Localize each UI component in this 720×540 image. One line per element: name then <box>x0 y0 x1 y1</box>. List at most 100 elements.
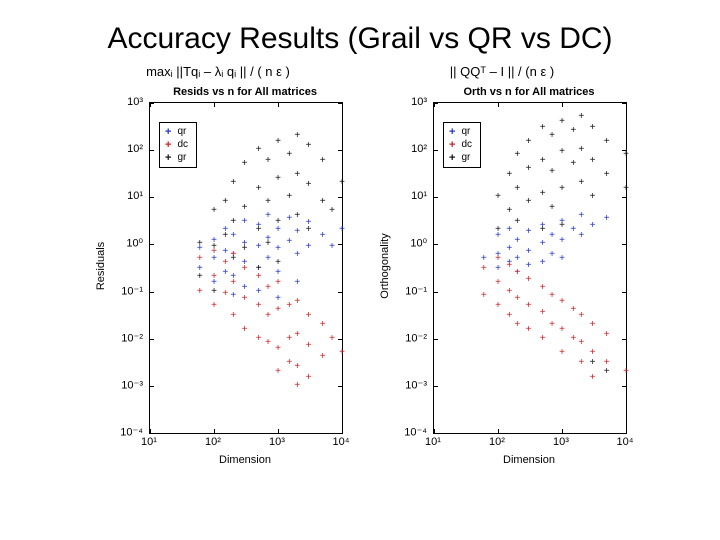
legend-label: gr <box>461 152 471 163</box>
y-tick-mark <box>338 338 342 340</box>
charts-row: maxᵢ ||Tqᵢ – λᵢ qᵢ || / ( n ε ) Resids v… <box>0 64 720 484</box>
data-point-gr: + <box>275 257 281 269</box>
data-point-gr: + <box>305 140 312 152</box>
data-point-gr: + <box>319 195 326 207</box>
data-point-qr: + <box>514 234 521 246</box>
x-tick-mark <box>626 103 627 107</box>
data-point-gr: + <box>539 154 546 166</box>
data-point-gr: + <box>329 205 335 217</box>
data-point-gr: + <box>559 182 565 194</box>
data-point-qr: + <box>230 290 237 302</box>
data-point-gr: + <box>241 201 248 213</box>
x-tick-labels: 10¹ 10² 10³ 10⁴ <box>425 436 633 450</box>
y-tick-mark <box>434 150 438 152</box>
y-tick-mark <box>622 150 626 152</box>
x-tick-label: 10¹ <box>141 436 157 448</box>
data-point-qr: + <box>230 230 237 242</box>
data-point-dc: + <box>222 257 229 269</box>
data-point-qr: + <box>275 224 281 236</box>
data-point-qr: + <box>255 263 262 275</box>
data-point-gr: + <box>255 144 262 156</box>
data-point-qr: + <box>241 238 248 250</box>
data-point-dc: + <box>319 318 326 330</box>
data-point-qr: + <box>525 245 532 257</box>
data-point-gr: + <box>241 158 248 170</box>
data-point-gr: + <box>286 191 293 203</box>
data-point-qr: + <box>294 248 301 260</box>
y-tick-mark <box>338 291 342 293</box>
y-tick-mark <box>622 433 626 434</box>
data-point-qr: + <box>514 252 521 264</box>
y-tick-label: 10⁻³ <box>121 379 143 392</box>
data-point-dc: + <box>339 346 345 358</box>
y-tick-label: 10⁻² <box>405 332 427 345</box>
data-point-dc: + <box>286 332 293 344</box>
legend-marker-icon: + <box>165 126 172 138</box>
data-point-dc: + <box>222 287 229 299</box>
y-tick-mark <box>150 433 154 434</box>
data-point-qr: + <box>196 242 203 254</box>
x-tick-label: 10⁴ <box>332 436 350 448</box>
data-point-qr: + <box>241 281 248 293</box>
data-point-qr: + <box>255 240 262 252</box>
data-point-gr: + <box>211 240 217 252</box>
y-tick-label: 10³ <box>411 96 427 108</box>
data-point-dc: + <box>275 365 281 377</box>
data-point-gr: + <box>525 195 532 207</box>
data-point-dc: + <box>265 337 271 349</box>
data-point-qr: + <box>265 233 271 245</box>
y-tick-mark <box>150 385 154 387</box>
data-point-gr: + <box>589 121 596 133</box>
data-point-gr: + <box>589 191 596 203</box>
y-tick-label: 10¹ <box>411 190 427 203</box>
data-point-qr: + <box>525 259 532 271</box>
data-point-dc: + <box>305 310 312 322</box>
data-point-qr: + <box>589 219 596 231</box>
data-point-dc: + <box>559 296 565 308</box>
data-point-gr: + <box>589 154 596 166</box>
x-tick-label: 10² <box>205 436 221 448</box>
data-point-qr: + <box>539 219 546 231</box>
data-point-qr: + <box>539 257 546 269</box>
data-point-qr: + <box>305 217 312 229</box>
data-point-gr: + <box>514 148 521 160</box>
y-tick-labels: 10³ 10² 10¹ 10⁰ 10⁻¹ 10⁻² 10⁻³ 10⁻⁴ <box>387 96 431 439</box>
data-point-gr: + <box>222 230 229 242</box>
legend-label: dc <box>177 139 188 150</box>
data-point-qr: + <box>514 266 521 278</box>
data-point-qr: + <box>222 245 229 257</box>
data-point-gr: + <box>603 365 610 377</box>
data-point-qr: + <box>211 234 217 246</box>
data-point-dc: + <box>525 324 532 336</box>
y-tick-mark <box>338 150 342 152</box>
data-point-gr: + <box>265 238 271 250</box>
y-tick-label: 10² <box>127 143 143 156</box>
data-point-dc: + <box>623 365 629 377</box>
data-point-dc: + <box>549 318 555 330</box>
data-point-gr: + <box>539 224 546 236</box>
data-point-qr: + <box>539 238 546 250</box>
data-point-dc: + <box>589 371 596 383</box>
data-point-dc: + <box>319 351 326 363</box>
data-point-gr: + <box>514 215 521 227</box>
y-tick-mark <box>338 244 342 246</box>
y-tick-mark <box>434 103 438 104</box>
legend-label: dc <box>461 139 472 150</box>
data-point-gr: + <box>559 219 565 231</box>
data-point-dc: + <box>241 263 248 275</box>
data-point-qr: + <box>241 257 248 269</box>
legend-entry-qr: + qr <box>165 126 188 138</box>
x-tick-mark <box>562 103 563 107</box>
x-tick-mark <box>498 103 499 107</box>
data-point-dc: + <box>255 271 262 283</box>
data-point-dc: + <box>294 328 301 340</box>
data-point-qr: + <box>275 266 281 278</box>
data-point-gr: + <box>495 191 501 203</box>
data-point-qr: + <box>506 257 513 269</box>
data-point-gr: + <box>255 182 262 194</box>
data-point-dc: + <box>255 299 262 311</box>
data-point-dc: + <box>506 310 513 322</box>
x-tick-label: 10³ <box>553 436 569 448</box>
x-tick-labels: 10¹ 10² 10³ 10⁴ <box>141 436 349 450</box>
x-tick-mark <box>434 429 435 433</box>
